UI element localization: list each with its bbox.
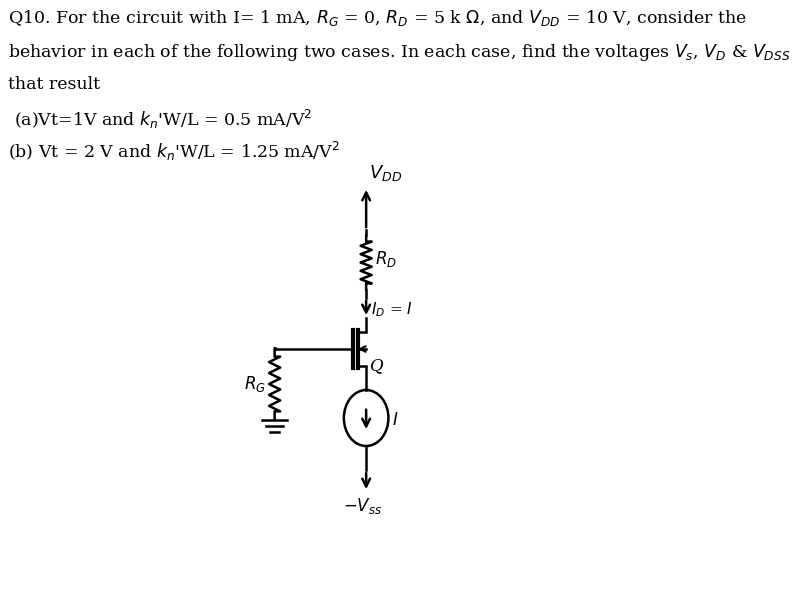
Text: (b) Vt = 2 V and $k_n$'W/L = 1.25 mA/V$^2$: (b) Vt = 2 V and $k_n$'W/L = 1.25 mA/V$^… <box>8 140 340 163</box>
Text: Q: Q <box>370 357 384 374</box>
Text: Q10. For the circuit with I= 1 mA, $R_G$ = 0, $R_D$ = 5 k $\Omega$, and $V_{DD}$: Q10. For the circuit with I= 1 mA, $R_G$… <box>8 8 747 28</box>
Text: $I$: $I$ <box>391 411 398 429</box>
Text: $R_G$: $R_G$ <box>245 374 266 394</box>
Text: $-V_{ss}$: $-V_{ss}$ <box>343 496 382 516</box>
Text: (a)Vt=1V and $k_n$'W/L = 0.5 mA/V$^2$: (a)Vt=1V and $k_n$'W/L = 0.5 mA/V$^2$ <box>15 108 313 131</box>
Text: $I_D$ = $I$: $I_D$ = $I$ <box>371 300 412 319</box>
Text: that result: that result <box>8 76 100 93</box>
Text: $R_D$: $R_D$ <box>375 249 397 268</box>
Text: behavior in each of the following two cases. In each case, find the voltages $V_: behavior in each of the following two ca… <box>8 42 790 63</box>
Text: $V_{DD}$: $V_{DD}$ <box>370 163 403 183</box>
